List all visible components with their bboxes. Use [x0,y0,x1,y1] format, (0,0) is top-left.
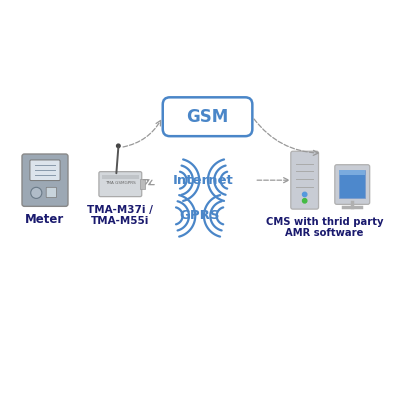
FancyBboxPatch shape [140,179,145,189]
Circle shape [302,199,307,203]
FancyBboxPatch shape [102,175,138,179]
Text: TMA GSMGPRS: TMA GSMGPRS [105,180,136,184]
FancyBboxPatch shape [339,170,364,176]
Circle shape [116,144,120,148]
Text: TMA-M37i /
TMA-M55i: TMA-M37i / TMA-M55i [87,205,153,226]
Circle shape [302,192,307,197]
FancyBboxPatch shape [339,170,364,198]
FancyBboxPatch shape [291,151,318,209]
FancyBboxPatch shape [30,160,60,180]
FancyBboxPatch shape [22,154,68,206]
FancyBboxPatch shape [335,165,370,204]
FancyBboxPatch shape [99,172,142,197]
FancyBboxPatch shape [46,187,56,198]
Text: GSM: GSM [186,108,229,126]
Text: Internet: Internet [173,174,234,187]
Text: Meter: Meter [25,213,65,226]
Text: CMS with thrid party
AMR software: CMS with thrid party AMR software [266,217,383,238]
FancyBboxPatch shape [163,97,252,136]
Circle shape [31,187,42,198]
Text: GPRS: GPRS [179,209,220,222]
